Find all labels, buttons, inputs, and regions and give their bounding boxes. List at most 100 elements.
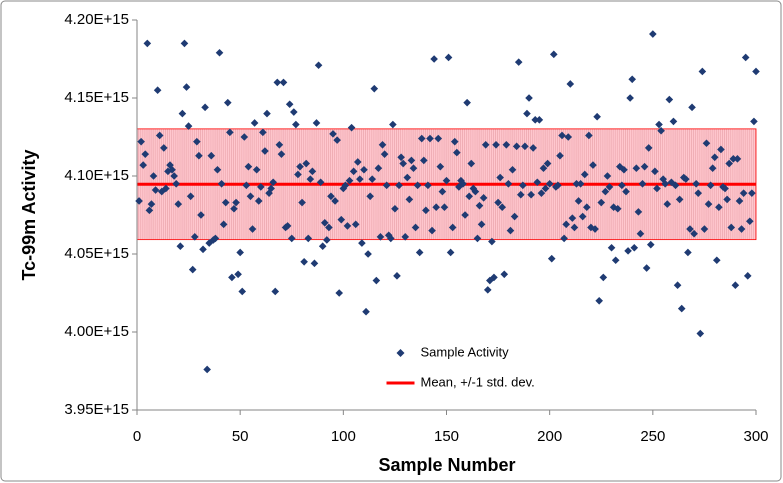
data-point [172, 180, 181, 188]
data-point [477, 220, 486, 229]
data-point [137, 137, 145, 146]
data-point [203, 365, 211, 374]
data-point [162, 184, 170, 193]
data-point [597, 198, 606, 207]
data-point [572, 180, 581, 188]
data-point [481, 141, 490, 149]
y-tick-label: 4.10E+15 [64, 167, 129, 184]
data-point [409, 164, 418, 172]
data-point [737, 225, 746, 233]
data-point [727, 223, 736, 232]
data-point [430, 55, 438, 63]
data-point [580, 170, 589, 179]
y-axis-title: Tc-99m Activity [19, 149, 39, 280]
data-point [467, 159, 476, 168]
data-point [275, 141, 284, 149]
data-point [186, 192, 195, 201]
data-point [217, 180, 226, 188]
data-point [351, 220, 360, 229]
data-point [682, 175, 690, 183]
data-point [649, 30, 657, 38]
data-point [407, 156, 416, 165]
data-point [292, 120, 300, 129]
data-point [205, 239, 214, 247]
data-point [145, 206, 154, 215]
data-point [498, 203, 507, 211]
data-point [587, 223, 595, 232]
data-point [238, 287, 247, 296]
data-point [706, 181, 715, 190]
data-point [211, 234, 220, 243]
data-point [731, 281, 740, 289]
legend-text: Sample Activity [421, 344, 510, 359]
data-point [529, 144, 537, 152]
x-tick-label: 150 [434, 428, 459, 445]
data-point [696, 329, 705, 338]
data-point [240, 133, 249, 141]
data-point [170, 172, 178, 180]
data-point [626, 94, 634, 102]
data-point [508, 165, 517, 174]
data-point [160, 144, 168, 152]
data-point [694, 189, 703, 197]
data-point [618, 181, 626, 190]
data-point [155, 131, 164, 140]
data-point [537, 189, 546, 197]
data-point [318, 242, 327, 250]
data-point [399, 159, 407, 168]
data-point [479, 194, 488, 202]
data-point [384, 231, 393, 240]
data-point [391, 204, 399, 213]
data-point [723, 195, 731, 204]
data-point [337, 215, 346, 224]
data-point [661, 180, 670, 188]
data-point [574, 197, 583, 205]
data-point [232, 198, 240, 207]
data-point [221, 198, 230, 207]
data-point [512, 142, 521, 151]
data-point [665, 95, 674, 104]
data-point [490, 273, 498, 282]
data-point [308, 167, 317, 176]
data-point [267, 184, 275, 193]
data-point [748, 189, 756, 197]
data-point [304, 234, 313, 243]
data-point [380, 150, 389, 158]
data-point [527, 190, 535, 199]
data-point [741, 53, 750, 62]
data-point [669, 117, 678, 126]
data-point [226, 128, 234, 137]
data-point [459, 180, 467, 188]
data-point [599, 273, 608, 282]
data-point [320, 219, 329, 227]
data-point [405, 195, 414, 204]
data-point [465, 192, 473, 201]
data-point [729, 155, 738, 163]
data-point [164, 167, 172, 176]
data-point [698, 67, 707, 76]
y-tick-label: 3.95E+15 [64, 401, 129, 418]
data-point [306, 175, 315, 183]
data-point [578, 212, 587, 221]
data-point [622, 187, 630, 196]
data-point [605, 183, 614, 191]
data-point [492, 141, 500, 149]
data-point [496, 173, 504, 182]
data-point [663, 200, 672, 208]
data-point [463, 98, 471, 107]
data-point [504, 180, 513, 188]
data-point [570, 223, 579, 232]
data-point [314, 61, 323, 70]
data-point [374, 164, 383, 172]
data-point [434, 134, 443, 143]
data-point [446, 248, 455, 257]
data-point [657, 126, 665, 135]
data-point [591, 225, 599, 233]
data-point [236, 248, 244, 257]
data-point [207, 151, 216, 160]
data-point [450, 137, 459, 146]
data-point [690, 229, 698, 238]
data-point [242, 181, 251, 190]
data-point [564, 133, 573, 141]
data-point [655, 120, 663, 129]
